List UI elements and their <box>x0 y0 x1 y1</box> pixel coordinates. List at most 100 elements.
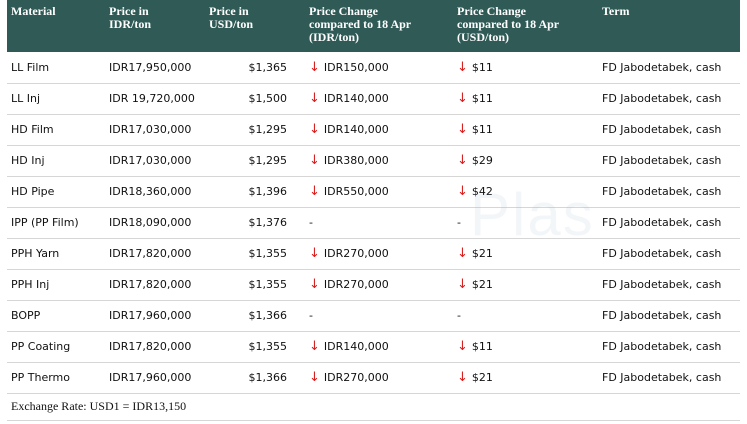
cell-price-usd: $1,366 <box>205 362 305 394</box>
cell-price-idr: IDR17,820,000 <box>105 331 205 363</box>
cell-price-usd: $1,365 <box>205 52 305 84</box>
change-value: IDR140,000 <box>323 92 389 105</box>
cell-material: PPH Inj <box>7 269 105 301</box>
cell-price-idr: IDR17,820,000 <box>105 238 205 270</box>
cell-term: FD Jabodetabek, cash <box>598 176 740 208</box>
change-value: - <box>457 216 461 229</box>
cell-change-usd: ↓ $11 <box>453 114 598 146</box>
change-value: IDR270,000 <box>323 278 389 291</box>
header-change-idr-line1: Price Change <box>309 4 378 18</box>
cell-change-idr: ↓ IDR270,000 <box>305 269 453 301</box>
cell-material: LL Inj <box>7 83 105 115</box>
cell-material: HD Film <box>7 114 105 146</box>
cell-change-usd: ↓ $21 <box>453 362 598 394</box>
header-change-idr-line3: (IDR/ton) <box>309 30 359 44</box>
cell-material: PP Thermo <box>7 362 105 394</box>
change-value: $29 <box>471 154 493 167</box>
change-value: - <box>309 216 313 229</box>
price-table-container: Material Price in IDR/ton Price in USD/t… <box>7 0 740 421</box>
down-arrow-icon: ↓ <box>309 246 320 261</box>
header-change-usd-line1: Price Change <box>457 4 526 18</box>
change-value: $11 <box>471 60 493 74</box>
header-change-usd-line2: compared to 18 Apr <box>457 17 560 31</box>
down-arrow-icon: ↓ <box>457 370 468 385</box>
cell-change-idr: - <box>305 207 453 239</box>
header-price-idr-line2: IDR/ton <box>109 17 152 31</box>
table-row: PP Thermo IDR17,960,000 $1,366 ↓ IDR270,000 ↓… <box>7 362 740 394</box>
cell-change-idr: ↓ IDR140,000 <box>305 331 453 363</box>
change-value: - <box>309 309 313 322</box>
header-change-idr: Price Change compared to 18 Apr (IDR/ton… <box>305 0 453 52</box>
change-value: IDR270,000 <box>323 247 389 260</box>
cell-change-usd: ↓ $21 <box>453 269 598 301</box>
table-row: LL Inj IDR 19,720,000 $1,500 ↓ IDR140,000 ↓ $1… <box>7 83 740 115</box>
cell-price-idr: IDR17,030,000 <box>105 114 205 146</box>
down-arrow-icon: ↓ <box>309 184 320 199</box>
change-value: $11 <box>471 340 493 353</box>
down-arrow-icon: ↓ <box>457 246 468 261</box>
cell-change-idr: ↓ IDR380,000 <box>305 145 453 177</box>
table-row: PPH Yarn IDR17,820,000 $1,355 ↓ IDR270,000 ↓ $… <box>7 238 740 270</box>
change-value: IDR140,000 <box>323 340 389 353</box>
down-arrow-icon: ↓ <box>309 277 320 292</box>
change-value: IDR380,000 <box>323 154 389 167</box>
header-price-idr: Price in IDR/ton <box>105 0 205 52</box>
change-value: $11 <box>471 92 493 105</box>
cell-price-idr: IDR17,960,000 <box>105 300 205 332</box>
down-arrow-icon: ↓ <box>457 184 468 199</box>
cell-change-idr: ↓ IDR270,000 <box>305 238 453 270</box>
down-arrow-icon: ↓ <box>309 122 320 137</box>
cell-price-usd: $1,295 <box>205 114 305 146</box>
cell-change-idr: ↓ IDR270,000 <box>305 362 453 394</box>
cell-price-usd: $1,500 <box>205 83 305 115</box>
cell-change-usd: - <box>453 300 598 332</box>
table-row: PPH Inj IDR17,820,000 $1,355 ↓ IDR270,000 ↓ $2… <box>7 269 740 301</box>
table-body: LL Film IDR17,950,000 $1,365 ↓ IDR150,000 ↓ $1… <box>7 52 740 394</box>
header-change-usd: Price Change compared to 18 Apr (USD/ton… <box>453 0 598 52</box>
cell-change-idr: - <box>305 300 453 332</box>
down-arrow-icon: ↓ <box>309 370 320 385</box>
header-price-idr-line1: Price in <box>109 4 149 18</box>
cell-change-usd: - <box>453 207 598 239</box>
cell-price-usd: $1,355 <box>205 269 305 301</box>
change-value: $21 <box>471 247 493 260</box>
cell-material: LL Film <box>7 52 105 84</box>
footer-row: Exchange Rate: USD1 = IDR13,150 <box>7 393 740 421</box>
table-row: HD Pipe IDR18,360,000 $1,396 ↓ IDR550,000 ↓ $4… <box>7 176 740 208</box>
header-change-idr-line2: compared to 18 Apr <box>309 17 412 31</box>
cell-material: HD Inj <box>7 145 105 177</box>
cell-material: HD Pipe <box>7 176 105 208</box>
cell-change-usd: ↓ $42 <box>453 176 598 208</box>
cell-price-usd: $1,366 <box>205 300 305 332</box>
change-value: IDR270,000 <box>323 371 389 384</box>
cell-term: FD Jabodetabek, cash <box>598 238 740 270</box>
change-value: $21 <box>471 371 493 384</box>
table-row: HD Film IDR17,030,000 $1,295 ↓ IDR140,000 ↓ $1… <box>7 114 740 146</box>
down-arrow-icon: ↓ <box>457 91 468 106</box>
cell-change-usd: ↓ $11 <box>453 331 598 363</box>
change-value: $42 <box>471 185 493 198</box>
header-change-usd-line3: (USD/ton) <box>457 30 510 44</box>
cell-price-idr: IDR17,820,000 <box>105 269 205 301</box>
cell-term: FD Jabodetabek, cash <box>598 83 740 115</box>
header-price-usd: Price in USD/ton <box>205 0 305 52</box>
header-material: Material <box>11 4 56 18</box>
cell-change-usd: ↓ $21 <box>453 238 598 270</box>
down-arrow-icon: ↓ <box>457 122 468 137</box>
exchange-rate-note: Exchange Rate: USD1 = IDR13,150 <box>7 393 740 421</box>
cell-price-usd: $1,376 <box>205 207 305 239</box>
cell-material: PPH Yarn <box>7 238 105 270</box>
cell-term: FD Jabodetabek, cash <box>598 362 740 394</box>
table-header-row: Material Price in IDR/ton Price in USD/t… <box>7 0 740 52</box>
cell-price-idr: IDR17,960,000 <box>105 362 205 394</box>
cell-material: IPP (PP Film) <box>7 207 105 239</box>
down-arrow-icon: ↓ <box>309 59 320 75</box>
cell-change-usd: ↓ $11 <box>453 83 598 115</box>
price-table: Material Price in IDR/ton Price in USD/t… <box>7 0 740 421</box>
down-arrow-icon: ↓ <box>457 277 468 292</box>
cell-price-usd: $1,355 <box>205 238 305 270</box>
cell-term: FD Jabodetabek, cash <box>598 300 740 332</box>
cell-change-idr: ↓ IDR140,000 <box>305 114 453 146</box>
down-arrow-icon: ↓ <box>457 339 468 354</box>
cell-term: FD Jabodetabek, cash <box>598 145 740 177</box>
